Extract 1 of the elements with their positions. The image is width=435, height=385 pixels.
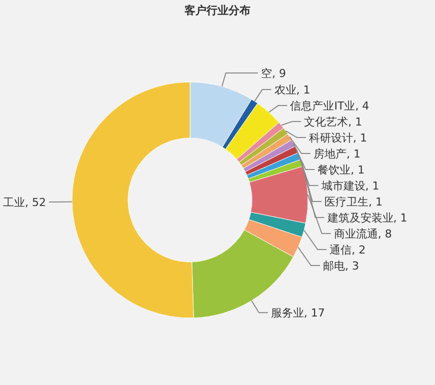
chart-title: 客户行业分布 <box>184 4 250 17</box>
